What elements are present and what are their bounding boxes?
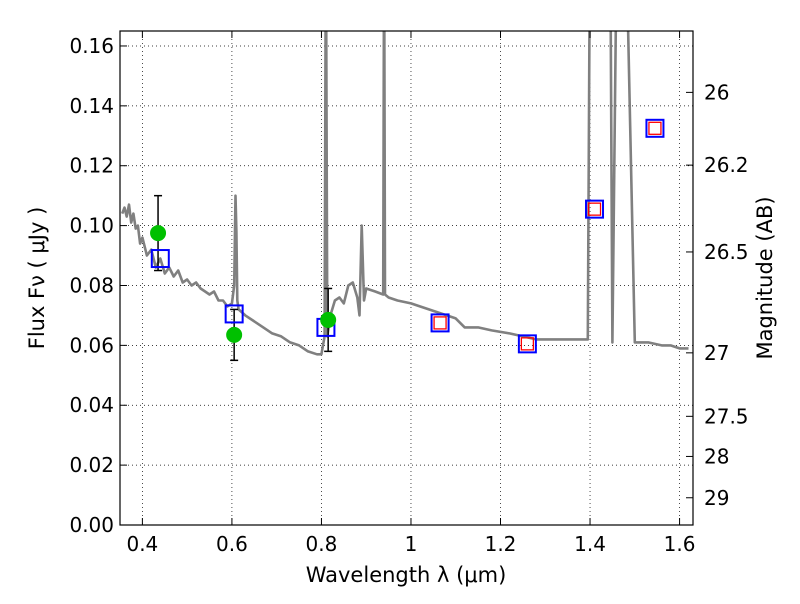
y-tick-label: 0.16 [69,34,114,58]
right-tick-label: 26.2 [704,153,749,177]
right-axis-ticks: 26 26.2 26.5 27 27.5 28 29 [686,80,749,510]
observed-point [226,326,243,343]
y-tick-label: 0.00 [69,513,114,537]
x-tick-label: 1.4 [574,532,606,556]
model-square-marker [517,334,537,354]
model-square-marker [585,199,605,219]
y-axis-label: Flux Fν ( μJy ) [25,207,49,350]
inner-square-marker [587,202,602,216]
x-tick-label: 0.8 [306,532,338,556]
right-tick-label: 29 [704,486,729,510]
right-tick-label: 26 [704,80,729,104]
data-markers [150,118,665,354]
x-tick-label: 1 [405,532,418,556]
observed-point [320,311,337,328]
observed-point [150,225,167,242]
x-tick-label: 0.4 [126,532,158,556]
plot-area [120,31,689,362]
y-tick-label: 0.14 [69,94,114,118]
grid-lines [120,31,693,526]
plot-frame [119,30,694,526]
model-square-marker [150,249,170,269]
sed-model-line [120,31,689,356]
right-tick-label: 27.5 [704,404,749,428]
inner-square-marker [520,337,535,351]
right-tick-label: 28 [704,444,729,468]
y-axis-ticks: 0.00 0.02 0.04 0.06 0.08 0.10 0.12 0.14 0.16 [69,34,127,537]
model-square-marker [645,118,665,138]
x-tick-label: 0.6 [216,532,248,556]
x-tick-label: 1.6 [664,532,696,556]
model-square-marker [224,304,244,324]
right-axis-label: Magnitude (AB) [753,196,777,359]
y-tick-label: 0.12 [69,154,114,178]
y-tick-label: 0.04 [69,393,114,417]
model-square-marker [430,313,450,333]
x-axis-ticks: 0.4 0.6 0.8 1 1.2 1.4 1.6 [126,31,695,556]
y-tick-label: 0.10 [69,214,114,238]
y-tick-label: 0.06 [69,333,114,357]
inner-square-marker [433,316,447,330]
inner-square-marker [648,121,662,135]
right-tick-label: 27 [704,341,729,365]
y-tick-label: 0.08 [69,273,114,297]
x-axis-label: Wavelength λ (μm) [306,563,507,587]
right-tick-label: 26.5 [704,240,749,264]
x-tick-label: 1.2 [485,532,517,556]
y-tick-label: 0.02 [69,453,114,477]
